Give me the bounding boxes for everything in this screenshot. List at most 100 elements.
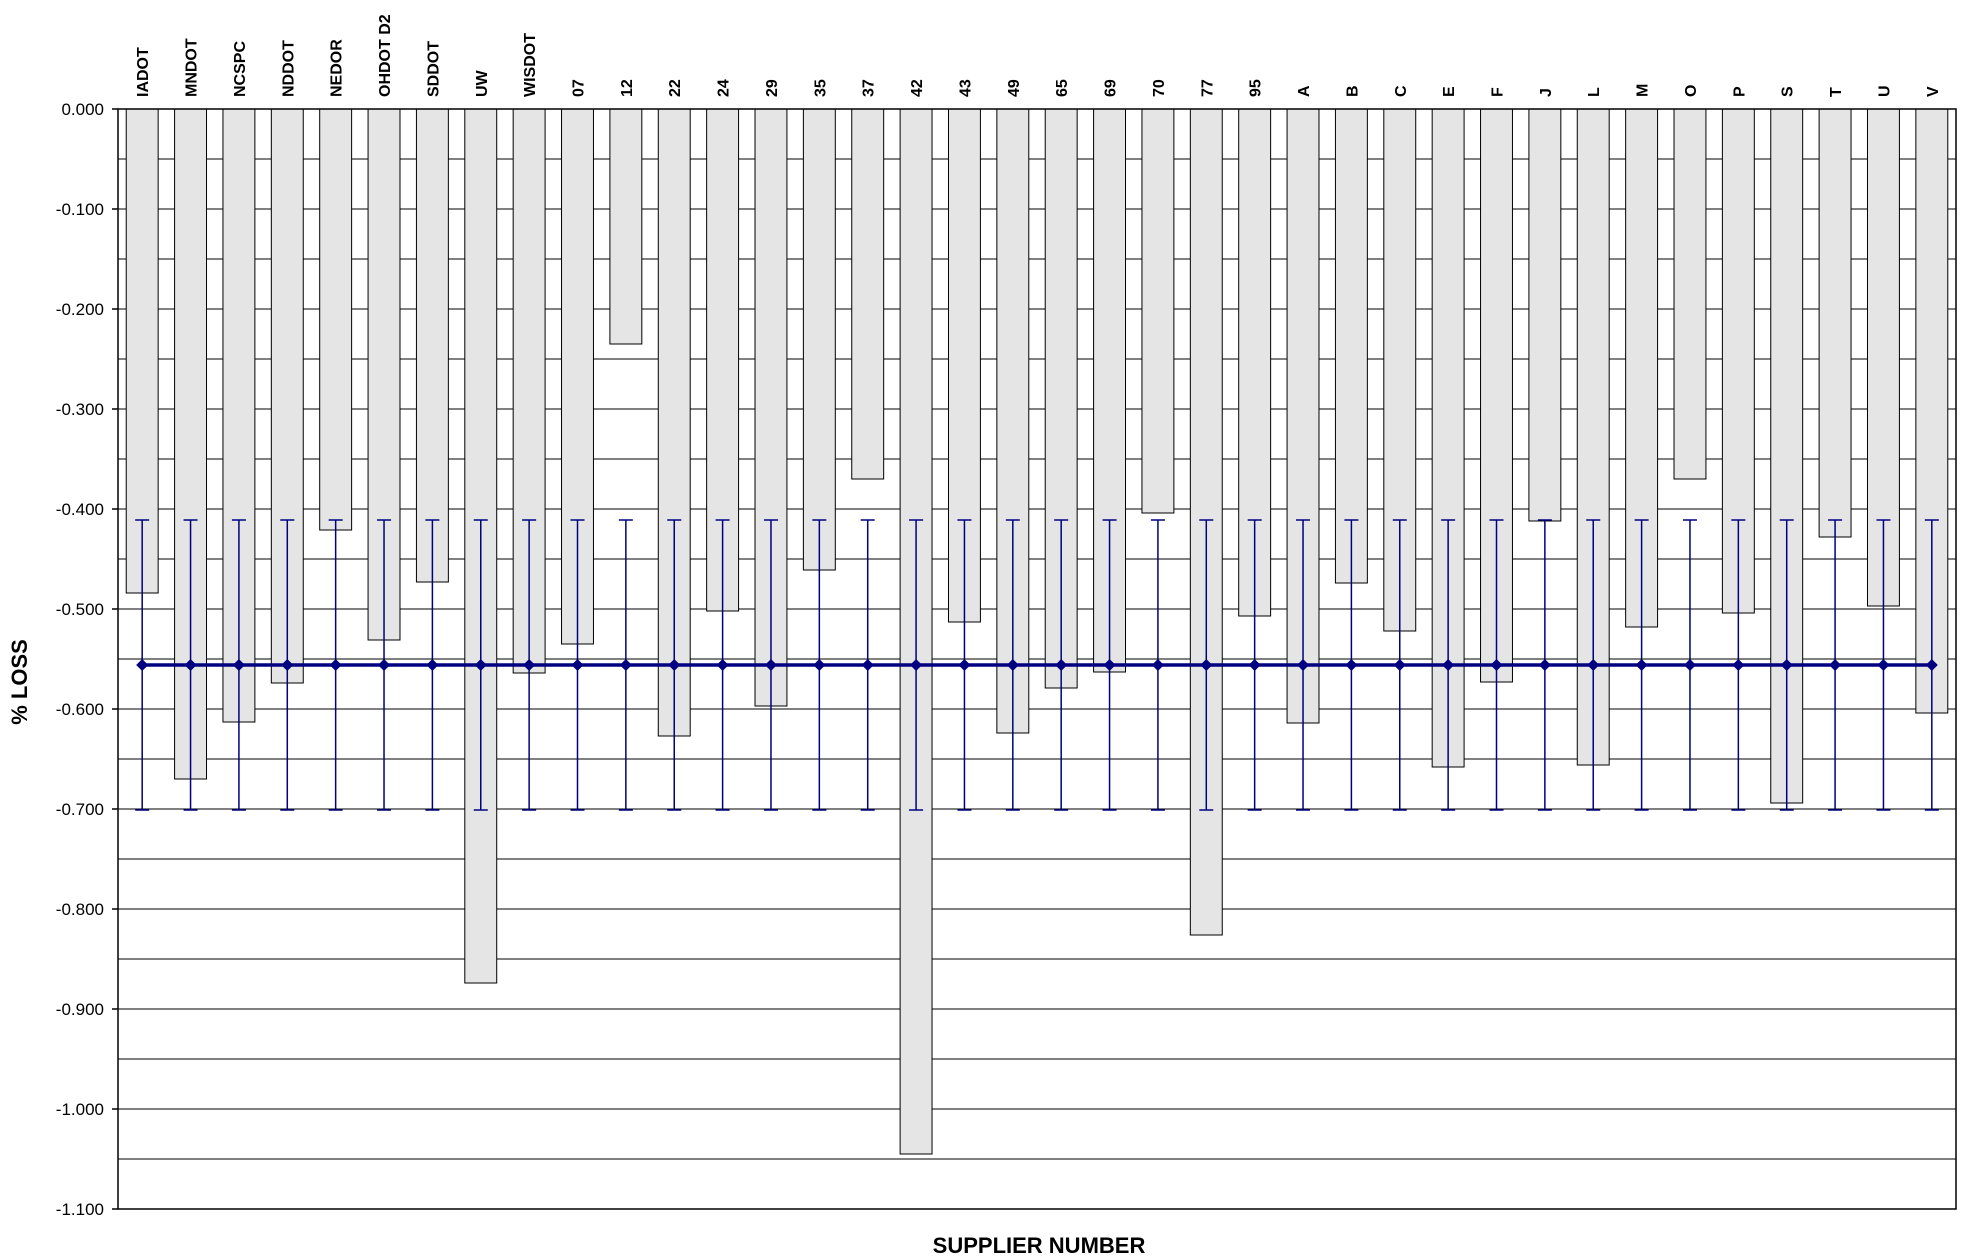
mean-marker [329, 659, 342, 671]
category-label: B [1344, 85, 1361, 97]
mean-marker [1151, 659, 1164, 671]
bar-nedor [319, 108, 353, 531]
mean-marker [619, 659, 632, 671]
bar-sddot [415, 108, 449, 583]
mean-marker [1103, 659, 1116, 671]
category-label: V [1925, 86, 1942, 97]
mean-marker [1442, 659, 1455, 671]
plot-frame [117, 108, 1957, 1210]
mean-marker [1780, 659, 1793, 671]
category-label: 35 [812, 79, 829, 97]
category-label: 42 [909, 79, 926, 97]
category-label: 12 [619, 79, 636, 97]
bar-12 [609, 108, 643, 345]
category-label: U [1876, 85, 1893, 97]
y-tick-label: -0.800 [56, 900, 104, 919]
mean-marker [1345, 659, 1358, 671]
category-label: UW [474, 69, 491, 97]
y-tick-label: -0.500 [56, 600, 104, 619]
category-label: 65 [1054, 79, 1071, 97]
mean-marker [764, 659, 777, 671]
category-label: A [1296, 85, 1313, 97]
category-label: S [1780, 86, 1797, 97]
category-label: NEDOR [329, 39, 346, 97]
mean-marker [813, 659, 826, 671]
y-tick-label: -0.700 [56, 800, 104, 819]
mean-marker [668, 659, 681, 671]
category-label: 95 [1248, 79, 1265, 97]
mean-marker [861, 659, 874, 671]
mean-marker [1683, 659, 1696, 671]
mean-marker [716, 659, 729, 671]
category-label: E [1441, 86, 1458, 97]
category-label: 43 [957, 79, 974, 97]
mean-marker [1829, 659, 1842, 671]
category-label: M [1635, 84, 1652, 97]
mean-line-group [136, 659, 1938, 671]
mean-marker [1393, 659, 1406, 671]
category-label: J [1538, 88, 1555, 97]
mean-marker [1635, 659, 1648, 671]
y-tick-label: 0.000 [61, 100, 104, 119]
category-label: 29 [764, 79, 781, 97]
category-label: 49 [1006, 79, 1023, 97]
category-label: OHDOT D2 [377, 14, 394, 97]
mean-marker [1732, 659, 1745, 671]
bar-a [1286, 108, 1320, 724]
bar-b [1334, 108, 1368, 584]
mean-marker [281, 659, 294, 671]
y-tick-label: -0.100 [56, 200, 104, 219]
category-label: 07 [571, 79, 588, 97]
category-label: SDDOT [425, 41, 442, 97]
mean-marker [523, 659, 536, 671]
mean-marker [474, 659, 487, 671]
bar-37 [851, 108, 885, 480]
y-axis-label: % LOSS [7, 639, 32, 725]
y-tick-label: -0.200 [56, 300, 104, 319]
bar-o [1673, 108, 1707, 480]
bar-35 [802, 108, 836, 571]
category-label: 77 [1199, 79, 1216, 97]
y-tick-label: -0.300 [56, 400, 104, 419]
mean-marker [1297, 659, 1310, 671]
category-label: 22 [667, 79, 684, 97]
category-label: MNDOT [184, 38, 201, 97]
mean-marker [1587, 659, 1600, 671]
category-label: 69 [1103, 79, 1120, 97]
bar-t [1818, 108, 1852, 538]
category-label: 24 [716, 79, 733, 97]
category-label: IADOT [135, 47, 152, 97]
category-label: 70 [1151, 79, 1168, 97]
bar-70 [1141, 108, 1175, 514]
mean-marker [1248, 659, 1261, 671]
y-tick-label: -1.000 [56, 1100, 104, 1119]
mean-marker [378, 659, 391, 671]
y-tick-labels: 0.000 -0.100 -0.200 -0.300 -0.400 -0.500 -0.60… [56, 100, 104, 1219]
mean-marker [1877, 659, 1890, 671]
bar-j [1528, 108, 1562, 522]
category-label: P [1731, 86, 1748, 97]
y-tick-label: -0.600 [56, 700, 104, 719]
mean-marker [571, 659, 584, 671]
y-tick-label: -0.400 [56, 500, 104, 519]
category-label: 37 [861, 79, 878, 97]
category-label: WISDOT [522, 33, 539, 97]
x-axis-label: SUPPLIER NUMBER [933, 1233, 1146, 1258]
mean-marker [1925, 659, 1938, 671]
y-tick-label: -1.100 [56, 1200, 104, 1219]
y-tick-label: -0.900 [56, 1000, 104, 1019]
category-label: F [1490, 87, 1507, 97]
mean-marker [1538, 659, 1551, 671]
mean-marker [136, 659, 149, 671]
category-label: NDDOT [280, 40, 297, 97]
bars [125, 108, 1949, 1155]
mean-marker [910, 659, 923, 671]
mean-marker [1055, 659, 1068, 671]
mean-marker [1490, 659, 1503, 671]
category-label: L [1586, 87, 1603, 97]
category-label: C [1393, 85, 1410, 97]
mean-marker [426, 659, 439, 671]
mean-marker [232, 659, 245, 671]
axes [112, 108, 1957, 1210]
